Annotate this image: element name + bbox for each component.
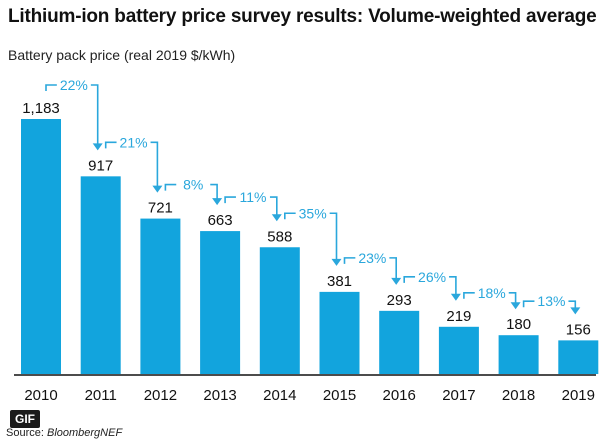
value-label-2015: 381 — [327, 273, 352, 290]
change-2016-2017-label: 26% — [418, 269, 446, 285]
bar-2010 — [21, 119, 61, 374]
value-label-2019: 156 — [566, 321, 591, 338]
source-line: Source: BloombergNEF — [6, 427, 122, 439]
x-tick-2012: 2012 — [144, 387, 177, 404]
bar-2015 — [319, 291, 360, 374]
change-2015-2016-arrowhead — [391, 277, 402, 285]
change-2012-2013-label-bg — [176, 175, 211, 193]
x-tick-2013: 2013 — [203, 387, 236, 404]
change-arrows-group: 22% 21% 8% 11% 35% 23% 26% 18% 13% — [45, 76, 581, 315]
change-2015-2016-label-bg — [355, 248, 390, 266]
change-2010-2011-label-bg — [56, 76, 91, 93]
x-tick-2016: 2016 — [383, 387, 416, 404]
change-2015-2016-label: 23% — [358, 250, 386, 266]
bar-2018 — [498, 335, 539, 374]
value-label-2012: 721 — [148, 200, 173, 217]
value-label-2010: 1,183 — [22, 100, 60, 117]
change-2017-2018-label-bg — [474, 283, 509, 301]
value-label-2011: 917 — [88, 157, 113, 174]
source-name: BloombergNEF — [46, 427, 123, 439]
change-2012-2013-label: 8% — [183, 177, 203, 193]
change-2013-2014-label-bg — [235, 188, 270, 206]
change-2013-2014-label: 11% — [239, 189, 266, 205]
change-2017-2018-label: 18% — [478, 285, 506, 301]
change-2012-2013-arrowhead — [212, 198, 223, 206]
gif-badge: GIF — [10, 410, 40, 428]
value-label-2013: 663 — [208, 212, 233, 229]
change-2016-2017-arrowhead — [450, 293, 461, 301]
y-axis-label: Battery pack price (real 2019 $/kWh) — [8, 47, 236, 63]
source-prefix: Source: — [6, 427, 44, 439]
value-label-2016: 293 — [387, 292, 412, 309]
change-2018-2019-label: 13% — [537, 293, 565, 309]
bar-2012 — [140, 218, 181, 374]
x-tick-2015: 2015 — [323, 387, 356, 404]
bars-group — [21, 119, 599, 374]
change-2014-2015-label: 35% — [299, 205, 327, 221]
change-2011-2012-label: 21% — [120, 134, 148, 150]
x-tick-2017: 2017 — [442, 387, 475, 404]
change-2018-2019-label-bg — [534, 292, 569, 310]
change-2010-2011-arrowhead — [92, 143, 103, 151]
x-ticks-group: 2010 2011 2012 2013 2014 2015 2016 2017 2018 2019 — [24, 387, 595, 404]
change-2014-2015-arrowhead — [331, 258, 342, 266]
change-2017-2018-arrowhead — [510, 302, 521, 310]
bar-2011 — [80, 176, 121, 374]
x-tick-2019: 2019 — [562, 387, 595, 404]
value-label-2018: 180 — [506, 316, 531, 333]
chart-title: Lithium-ion battery price survey results… — [8, 6, 597, 27]
x-tick-2018: 2018 — [502, 387, 535, 404]
x-tick-2010: 2010 — [24, 387, 57, 404]
value-label-2014: 588 — [267, 228, 292, 245]
value-label-2017: 219 — [446, 308, 471, 325]
value-labels-group: 1,183 917 721 663 588 381 293 219 180 156 — [22, 100, 591, 338]
bar-2016 — [379, 310, 420, 374]
change-2013-2014-arrowhead — [271, 214, 282, 222]
change-2011-2012-label-bg — [116, 133, 151, 151]
bar-2019 — [558, 340, 599, 374]
x-tick-2011: 2011 — [85, 387, 117, 404]
bar-2013 — [200, 231, 241, 374]
x-tick-2014: 2014 — [263, 387, 296, 404]
change-2014-2015-label-bg — [295, 204, 330, 222]
bar-2017 — [438, 326, 479, 374]
change-2010-2011-label: 22% — [60, 77, 88, 93]
change-2011-2012-arrowhead — [152, 185, 163, 193]
bar-2014 — [259, 247, 300, 374]
change-2016-2017-label-bg — [415, 267, 450, 285]
change-2018-2019-arrowhead — [570, 307, 581, 315]
